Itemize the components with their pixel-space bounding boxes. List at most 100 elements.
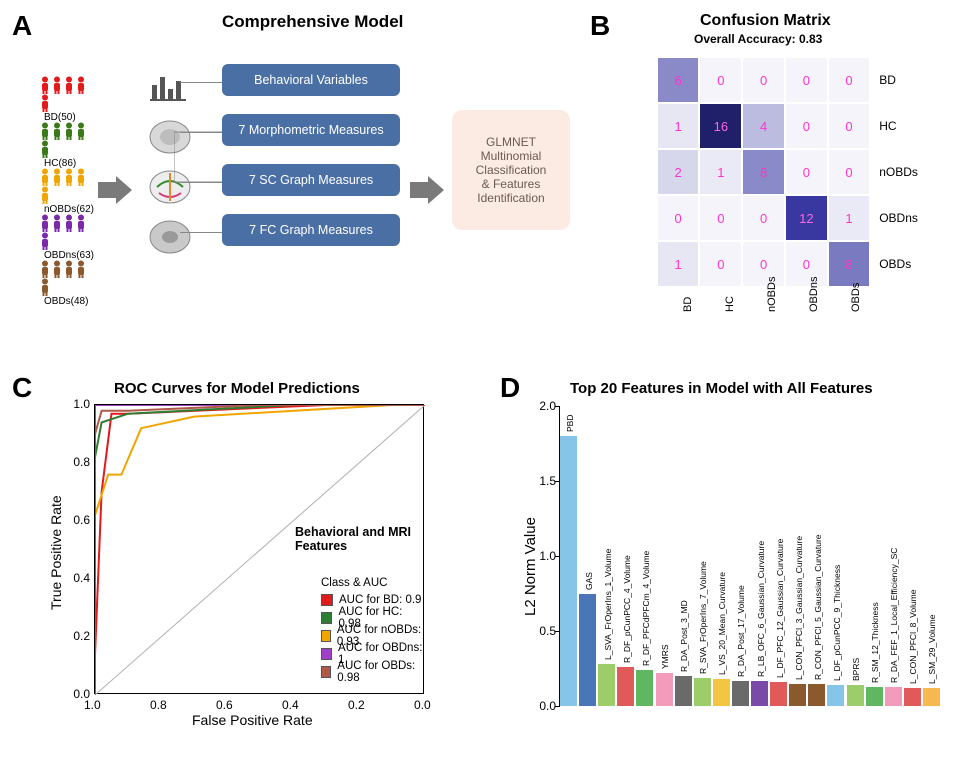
person-icon — [64, 122, 74, 140]
roc-x-tick: 0.0 — [414, 698, 431, 712]
feature-bar — [789, 684, 806, 707]
feature-bar — [904, 688, 921, 706]
cm-col-label: nOBDs — [766, 270, 778, 312]
cm-cell: 2 — [658, 150, 698, 194]
feature-box: Behavioral Variables — [222, 64, 400, 96]
person-icon — [52, 214, 62, 232]
cm-cell: 4 — [743, 104, 783, 148]
panel-b-subtitle: Overall Accuracy: 0.83 — [694, 32, 822, 46]
feature-bar — [560, 436, 577, 706]
cm-cell: 0 — [829, 150, 869, 194]
feature-bar-label: L_SVA_FrOperIns_1_Volume — [603, 549, 613, 660]
roc-plot: Behavioral and MRI Features Class & AUC A… — [94, 404, 424, 694]
feature-bar-label: R_DA_Post_17_Volume — [736, 585, 746, 677]
feature-bar-label: R_DF_PFCdPFCm_4_Volume — [641, 551, 651, 666]
feature-bar — [866, 687, 883, 707]
arrow-icon — [410, 176, 444, 204]
cm-row-label: OBDns — [871, 196, 938, 240]
cm-cell: 1 — [658, 104, 698, 148]
cm-cell: 1 — [700, 150, 741, 194]
roc-y-tick: 0.2 — [62, 629, 90, 643]
cm-cell: 0 — [700, 196, 741, 240]
person-icon — [40, 140, 50, 158]
feature-bar-label: R_SM_12_Thickness — [870, 602, 880, 683]
roc-x-tick: 0.4 — [282, 698, 299, 712]
person-icon — [40, 186, 50, 204]
cm-col-label: OBDns — [808, 270, 820, 312]
arrow-icon — [98, 176, 132, 204]
acc-value: 0.83 — [799, 32, 822, 46]
cm-cell: 12 — [786, 196, 827, 240]
person-icon — [40, 94, 50, 112]
group-row: HC(86) — [40, 122, 94, 168]
feature-bar — [675, 676, 692, 706]
cm-cell: 1 — [829, 196, 869, 240]
roc-x-axis-title: False Positive Rate — [192, 712, 313, 728]
panel-a-title: Comprehensive Model — [222, 12, 403, 32]
group-row: BD(50) — [40, 76, 94, 122]
roc-y-tick: 0.4 — [62, 571, 90, 585]
roc-feature-text: Behavioral and MRI Features — [295, 525, 423, 553]
feature-bar-label: L_CON_PFCl_8_Volume — [908, 590, 918, 685]
cm-cell: 6 — [658, 58, 698, 102]
legend-label: AUC for BD: 0.9 — [339, 594, 421, 606]
panel-d-letter: D — [500, 372, 520, 404]
connector-branch — [174, 120, 224, 200]
person-icon — [64, 76, 74, 94]
person-icon — [40, 232, 50, 250]
cm-cell: 0 — [700, 58, 741, 102]
feature-bar — [713, 679, 730, 706]
person-icon — [52, 168, 62, 186]
roc-y-tick: 0.8 — [62, 455, 90, 469]
panel-d-ylabel: L2 Norm Value — [522, 517, 539, 616]
cm-cell: 0 — [658, 196, 698, 240]
d-y-tick: 0.0 — [532, 699, 556, 713]
feature-bar-label: R_DA_Post_3_MD — [679, 600, 689, 672]
feature-bar — [579, 594, 596, 707]
d-y-tick: 1.0 — [532, 549, 556, 563]
legend-swatch — [321, 594, 333, 606]
feature-bar — [617, 667, 634, 706]
cm-cell: 0 — [829, 104, 869, 148]
feature-bar — [885, 687, 902, 707]
legend-title: Class & AUC — [321, 577, 423, 589]
person-icon — [64, 168, 74, 186]
feature-bar-label: L_DF_PFC_12_Gaussian_Curvature — [775, 539, 785, 678]
roc-x-tick: 1.0 — [84, 698, 101, 712]
cm-cell: 0 — [786, 104, 827, 148]
person-icon — [40, 278, 50, 296]
feature-bar — [923, 688, 940, 706]
feature-bar-label: GAS — [584, 572, 594, 590]
d-y-tick: 0.5 — [532, 624, 556, 638]
panel-c-letter: C — [12, 372, 32, 404]
person-icon — [40, 122, 50, 140]
feature-bar — [847, 685, 864, 706]
feature-bar-label: L_VS_20_Mean_Curvature — [717, 572, 727, 675]
cm-row-label: OBDs — [871, 242, 938, 286]
feature-bar-label: L_DF_pCunPCC_9_Thickness — [832, 565, 842, 681]
group-row: OBDns(63) — [40, 214, 94, 260]
feature-bar — [636, 670, 653, 706]
panel-d-title: Top 20 Features in Model with All Featur… — [570, 380, 873, 397]
cm-col-label: OBDs — [850, 270, 862, 312]
roc-y-tick: 1.0 — [62, 397, 90, 411]
cm-cell: 0 — [786, 58, 827, 102]
feature-bar-label: R_CON_PFCl_5_Gaussian_Curvature — [813, 534, 823, 680]
feature-bar — [732, 681, 749, 707]
person-icon — [40, 76, 50, 94]
cm-cell: 16 — [700, 104, 741, 148]
feature-bar-label: R_LB_OFC_6_Gaussian_Curvature — [756, 540, 766, 676]
panel-c-title: ROC Curves for Model Predictions — [114, 380, 360, 397]
panel-b-letter: B — [590, 10, 610, 42]
roc-y-tick: 0.6 — [62, 513, 90, 527]
person-icon — [76, 76, 86, 94]
acc-prefix: Overall Accuracy: — [694, 32, 799, 46]
legend-swatch — [321, 648, 332, 660]
feature-bar-label: PBD — [565, 415, 575, 432]
cm-cell: 0 — [743, 58, 783, 102]
cm-col-labels: BDHCnOBDsOBDnsOBDs — [656, 272, 866, 290]
person-icon — [64, 214, 74, 232]
legend-item: AUC for OBDs: 0.98 — [321, 663, 423, 681]
confusion-matrix: 60000BD116400HC21800nOBDs000121OBDns1000… — [656, 56, 940, 288]
cm-cell: 0 — [786, 150, 827, 194]
